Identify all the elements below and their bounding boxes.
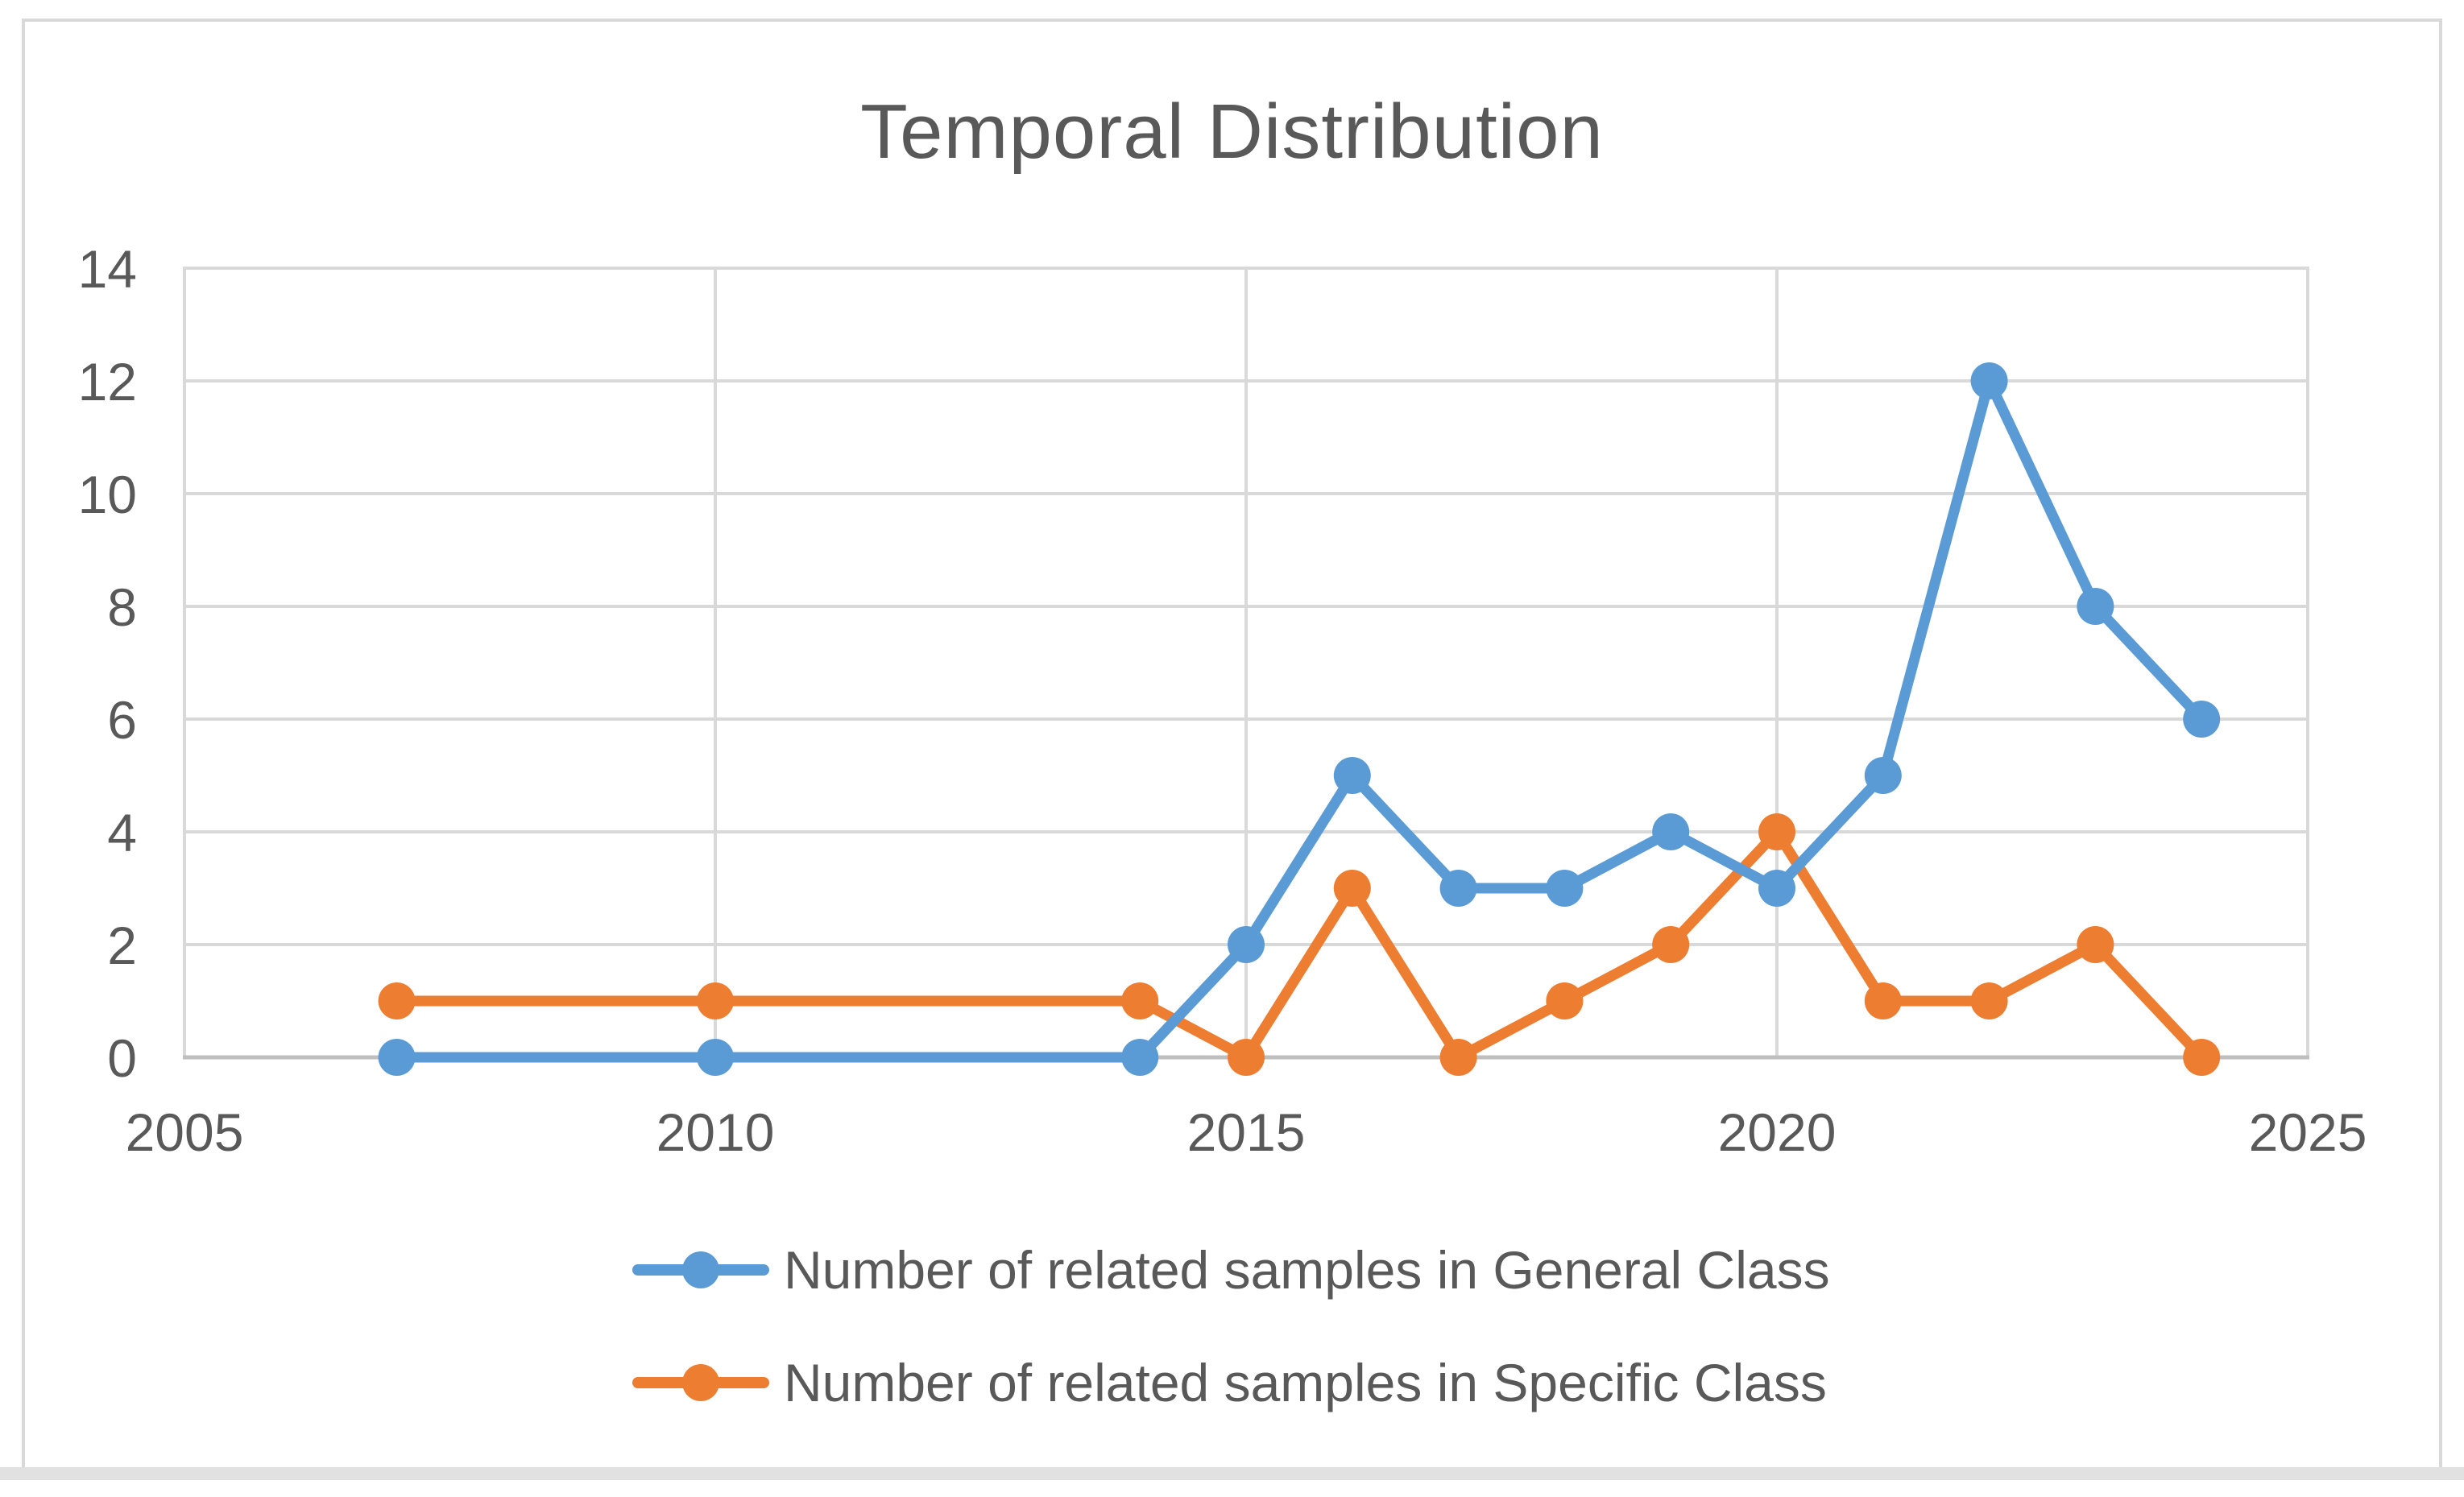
chart-title: Temporal Distribution (860, 89, 1604, 175)
data-point-marker-0 (1228, 926, 1265, 963)
legend-swatch-general (632, 1251, 769, 1288)
data-point-marker-1 (2183, 1039, 2221, 1076)
legend-marker-icon (682, 1364, 719, 1401)
legend-item-general: Number of related samples in General Cla… (632, 1238, 1830, 1302)
y-tick-label: 8 (107, 577, 137, 637)
data-point-marker-0 (1970, 362, 2008, 399)
data-point-marker-1 (697, 982, 734, 1019)
data-point-marker-0 (1333, 757, 1371, 794)
legend: Number of related samples in General Cla… (632, 1238, 1830, 1415)
y-tick-label: 10 (78, 465, 137, 524)
y-tick-label: 0 (107, 1028, 137, 1088)
data-point-marker-0 (1652, 813, 1690, 850)
data-point-marker-0 (697, 1039, 734, 1076)
data-point-marker-1 (1121, 982, 1159, 1019)
data-point-marker-0 (2077, 588, 2114, 625)
data-point-marker-1 (1652, 926, 1690, 963)
y-tick-label: 6 (107, 690, 137, 750)
x-tick-label: 2015 (1187, 1102, 1306, 1162)
y-tick-label: 2 (107, 916, 137, 975)
data-point-marker-1 (1333, 870, 1371, 907)
legend-label-general: Number of related samples in General Cla… (784, 1240, 1830, 1300)
legend-label-specific: Number of related samples in Specific Cl… (784, 1353, 1827, 1412)
y-tick-label: 14 (78, 239, 137, 299)
data-point-marker-1 (1228, 1039, 1265, 1076)
y-tick-label: 4 (107, 803, 137, 862)
x-tick-label: 2005 (126, 1102, 244, 1162)
data-point-marker-1 (1758, 813, 1795, 850)
data-point-marker-1 (1546, 982, 1584, 1019)
data-point-marker-1 (1439, 1039, 1477, 1076)
data-point-marker-0 (1121, 1039, 1159, 1076)
legend-item-specific: Number of related samples in Specific Cl… (632, 1350, 1830, 1415)
data-point-marker-1 (1970, 982, 2008, 1019)
data-point-marker-0 (1439, 870, 1477, 907)
data-point-marker-0 (1546, 870, 1584, 907)
x-tick-label: 2020 (1718, 1102, 1837, 1162)
y-tick-label: 12 (78, 352, 137, 411)
bottom-strip (0, 1467, 2464, 1480)
data-point-marker-0 (1864, 757, 1902, 794)
data-point-marker-0 (1758, 870, 1795, 907)
legend-swatch-specific (632, 1364, 769, 1401)
x-tick-label: 2010 (656, 1102, 775, 1162)
data-point-marker-1 (1864, 982, 1902, 1019)
data-point-marker-1 (2077, 926, 2114, 963)
x-tick-label: 2025 (2249, 1102, 2367, 1162)
data-point-marker-1 (378, 982, 416, 1019)
data-point-marker-0 (2183, 701, 2221, 738)
chart-frame (22, 19, 2442, 1478)
legend-marker-icon (682, 1251, 719, 1288)
data-point-marker-0 (378, 1039, 416, 1076)
